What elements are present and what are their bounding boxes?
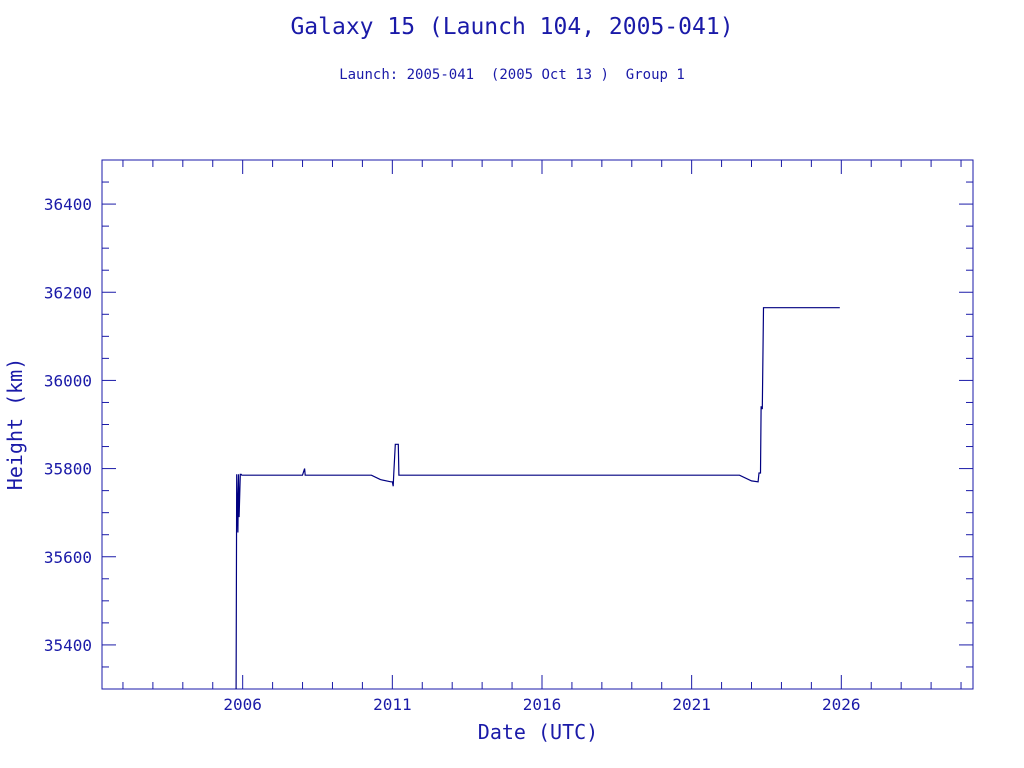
x-tick-label: 2016 (523, 695, 562, 714)
x-tick-label: 2026 (822, 695, 861, 714)
height-series-line (235, 307, 840, 690)
x-axis-label: Date (UTC) (478, 720, 598, 744)
y-tick-label: 35600 (44, 548, 92, 567)
y-axis-label: Height (km) (3, 358, 27, 490)
plot-frame (101, 159, 974, 690)
x-tick-label: 2021 (672, 695, 711, 714)
x-tick-label: 2011 (373, 695, 412, 714)
y-tick-label: 35400 (44, 636, 92, 655)
chart-subtitle: Launch: 2005-041 (2005 Oct 13 ) Group 1 (339, 67, 685, 83)
y-tick-label: 36200 (44, 283, 92, 302)
y-tick-label: 36000 (44, 371, 92, 390)
chart-title: Galaxy 15 (Launch 104, 2005-041) (290, 14, 734, 40)
y-tick-label: 36400 (44, 195, 92, 214)
x-tick-label: 2006 (223, 695, 262, 714)
y-tick-label: 35800 (44, 460, 92, 479)
